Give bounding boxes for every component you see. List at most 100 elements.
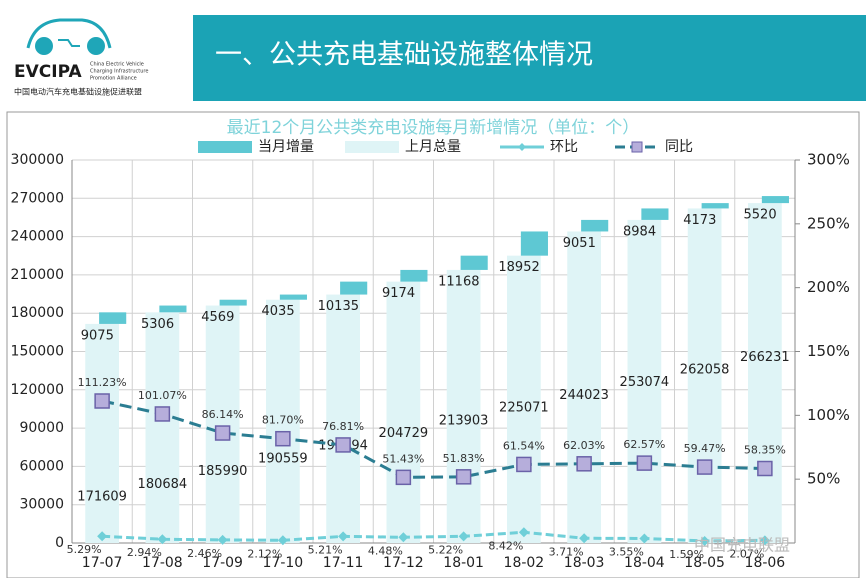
data-label: 266231 (740, 350, 790, 365)
y2-tick-label: 250% (807, 214, 850, 232)
data-label: 262058 (680, 363, 730, 378)
x-tick-label: 17-12 (383, 555, 424, 571)
data-label: 51.43% (382, 452, 424, 465)
legend-marker (631, 141, 643, 153)
legend-label: 当月增量 (258, 139, 314, 155)
title-bar (193, 15, 866, 101)
data-label: 4173 (683, 213, 716, 228)
point-marker (94, 393, 110, 409)
point-marker (518, 527, 529, 538)
bar-increment (400, 269, 428, 282)
page-title: 一、公共充电基础设施整体情况 (215, 40, 593, 71)
point-marker (455, 469, 472, 485)
legend-label: 同比 (665, 139, 693, 155)
point-marker (275, 430, 291, 447)
x-tick-label: 18-05 (684, 555, 725, 571)
bar-increment (460, 255, 488, 270)
y2-tick-label: 200% (807, 278, 850, 296)
y-tick-label: 120000 (11, 382, 64, 398)
y-tick-label: 60000 (19, 458, 64, 474)
legend-swatch (345, 141, 399, 153)
data-label: 9051 (563, 236, 596, 251)
point-marker (395, 469, 412, 486)
data-label: 213903 (439, 413, 489, 428)
data-label: 86.14% (202, 408, 244, 421)
x-tick-label: 18-01 (443, 555, 484, 571)
x-tick-label: 17-10 (263, 555, 304, 571)
point-marker (458, 531, 469, 542)
x-tick-label: 18-04 (624, 555, 665, 571)
y2-tick-label: 300% (807, 151, 850, 169)
bar-base (748, 203, 782, 543)
bar-base (507, 255, 541, 543)
bar-increment (520, 231, 548, 256)
data-label: 5.22% (428, 543, 463, 556)
data-label: 5520 (744, 208, 777, 223)
point-marker (759, 535, 770, 546)
legend-label: 环比 (550, 139, 578, 155)
logo-cn: 中国电动汽车充电基础设施促进联盟 (14, 87, 142, 97)
point-marker (157, 534, 168, 545)
data-label: 58.35% (744, 444, 786, 457)
point-marker (699, 535, 710, 546)
point-marker (217, 534, 228, 545)
data-label: 51.83% (443, 452, 485, 465)
data-label: 9075 (81, 328, 114, 343)
data-label: 2.07% (729, 547, 764, 560)
bar-base (627, 219, 662, 543)
y-tick-label: 300000 (11, 152, 64, 168)
bar-base (386, 281, 421, 543)
data-label: 204729 (379, 426, 429, 441)
series-line (101, 399, 765, 479)
point-marker (516, 456, 532, 473)
logo-text: EVCIPA (14, 62, 82, 82)
logo-car (26, 18, 112, 49)
data-label: 2.46% (187, 547, 222, 560)
data-label: 5.21% (308, 543, 343, 556)
x-tick-label: 17-09 (202, 555, 243, 571)
point-marker (576, 456, 592, 472)
point-marker (338, 531, 349, 542)
bar-increment (279, 294, 307, 300)
y2-tick-label: 150% (807, 342, 850, 360)
logo-wheel (35, 37, 53, 55)
y-tick-label: 0 (55, 535, 64, 551)
bar-increment (219, 299, 247, 306)
data-label: 18952 (498, 260, 539, 275)
legend-swatch (198, 141, 252, 153)
data-label: 2.12% (247, 547, 282, 560)
logo-line: China Electric Vehicle (90, 62, 144, 68)
data-label: 4569 (201, 310, 234, 325)
data-label: 185990 (198, 464, 248, 479)
bar-base (85, 323, 119, 543)
data-label: 11168 (438, 274, 479, 289)
data-label: 244023 (559, 388, 609, 403)
bar-base (266, 299, 300, 543)
data-label: 9174 (382, 286, 415, 301)
point-marker (636, 455, 653, 471)
data-label: 4035 (262, 304, 295, 319)
bar-base (687, 208, 722, 544)
data-label: 8.42% (488, 539, 523, 552)
watermark: 中国充电联盟 (694, 536, 790, 555)
logo-line: Charging Infrastructure (90, 69, 148, 75)
point-marker (277, 535, 288, 546)
y-tick-label: 210000 (11, 267, 64, 283)
data-label: 62.57% (623, 438, 665, 451)
data-label: 10135 (318, 299, 359, 314)
logo-line: Promotion Alliance (90, 76, 137, 82)
point-marker (639, 533, 650, 544)
point-marker (579, 533, 590, 544)
bar-increment (340, 281, 368, 295)
y2-tick-label: 50% (807, 470, 840, 488)
data-label: 1.59% (669, 548, 704, 561)
y-tick-label: 150000 (11, 344, 64, 360)
data-label: 3.55% (609, 545, 644, 558)
bar-increment (641, 208, 669, 220)
bar-base (205, 305, 240, 543)
bar-base (446, 269, 481, 543)
data-label: 61.54% (503, 439, 545, 452)
data-label: 171609 (77, 490, 127, 505)
